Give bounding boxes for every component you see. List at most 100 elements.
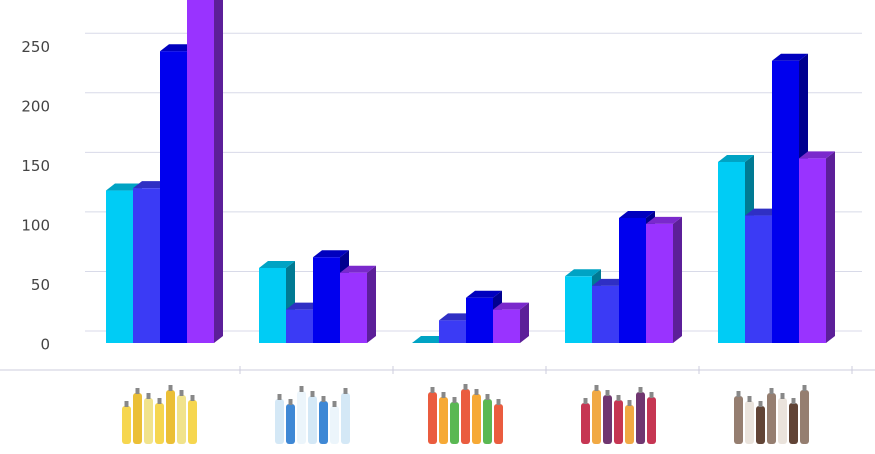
product-bottle [581,403,590,444]
bottle-cap [343,388,348,394]
product-bottle [188,400,197,444]
product-bottle [144,398,153,444]
bar [619,217,646,343]
bottle-cap [463,384,468,390]
bar-top [646,216,682,224]
bars [106,0,835,344]
bottle-cap [638,387,643,393]
bar-top [340,265,376,273]
bottle-cap [430,387,435,393]
product-bottle [177,395,186,444]
bottle-cap [605,390,610,396]
bottle-cap [157,398,162,404]
bottle-cap [310,391,315,397]
bottle-cap [299,386,304,392]
bottle-cap [485,394,490,400]
bottle-cap [496,399,501,405]
bottle-cap [288,399,293,405]
bar [745,215,772,343]
bar-side [367,265,376,343]
product-bottle [297,391,306,444]
product-bottle [603,395,612,444]
bottle-cap [135,388,140,394]
bar [646,223,673,343]
bar-top [799,151,835,159]
bar-side [673,216,682,343]
bottle-cap [791,398,796,404]
bar-side [826,151,835,343]
bottle-cap [179,390,184,396]
product-bottle [767,393,776,444]
bottle-cap [321,396,326,402]
bar [772,60,799,343]
product-bottle [789,403,798,444]
bar [259,267,286,343]
product-bottle [494,404,503,444]
bar [106,190,133,343]
product-bottle [800,390,809,444]
bottle-cap [277,394,282,400]
bar-side [214,0,223,343]
bottle-cap [168,385,173,391]
product-bottle [133,393,142,444]
bottle-cap [146,393,151,399]
product-bottle [450,402,459,444]
bottle-cap [802,385,807,391]
product-bottle [483,399,492,444]
bar-top [259,260,295,268]
bottle-cap [190,395,195,401]
product-bottle [592,390,601,444]
bar-side [520,302,529,343]
product-bottle [341,393,350,444]
y-tick-label: 100 [21,216,50,234]
bar-top [493,302,529,310]
bar [439,320,466,343]
bar [286,309,313,343]
product-bottle [286,404,295,444]
product-bottle [439,397,448,444]
product-bottle [647,397,656,444]
bottle-cap [452,397,457,403]
bar [187,0,214,343]
bottle-cap [627,400,632,406]
product-bottle [734,396,743,444]
bottle-cap [758,401,763,407]
bar-top [718,154,754,162]
product-bottle [461,389,470,444]
product-bottle [756,406,765,444]
bar-top [619,210,655,218]
bar [592,285,619,343]
product-bottle [472,394,481,444]
bar-top [466,290,502,298]
product-bottle [155,403,164,444]
y-tick-label: 150 [21,157,50,175]
bar-top [772,53,808,61]
bottle-cap [747,396,752,402]
product-bottle [122,406,131,444]
bar [160,51,187,344]
product-bottle [778,398,787,444]
product-bottle [275,399,284,444]
bottle-cap [474,389,479,395]
product-bottle [330,406,339,444]
product-bottle [319,401,328,444]
bottle-cap [736,391,741,397]
y-tick-label: 200 [21,97,50,115]
product-bottle [625,405,634,444]
bar [466,297,493,343]
bar [313,257,340,343]
bar [133,188,160,343]
bottle-cap [594,385,599,391]
y-tick-label: 250 [21,38,50,56]
bottle-cap [124,401,129,407]
bottle-cap [583,398,588,404]
bar [718,161,745,343]
product-bottle [166,390,175,444]
bottle-cap [780,393,785,399]
bar [340,272,367,343]
y-tick-label: 0 [40,336,50,354]
product-images [122,366,853,444]
bar-top [313,250,349,258]
